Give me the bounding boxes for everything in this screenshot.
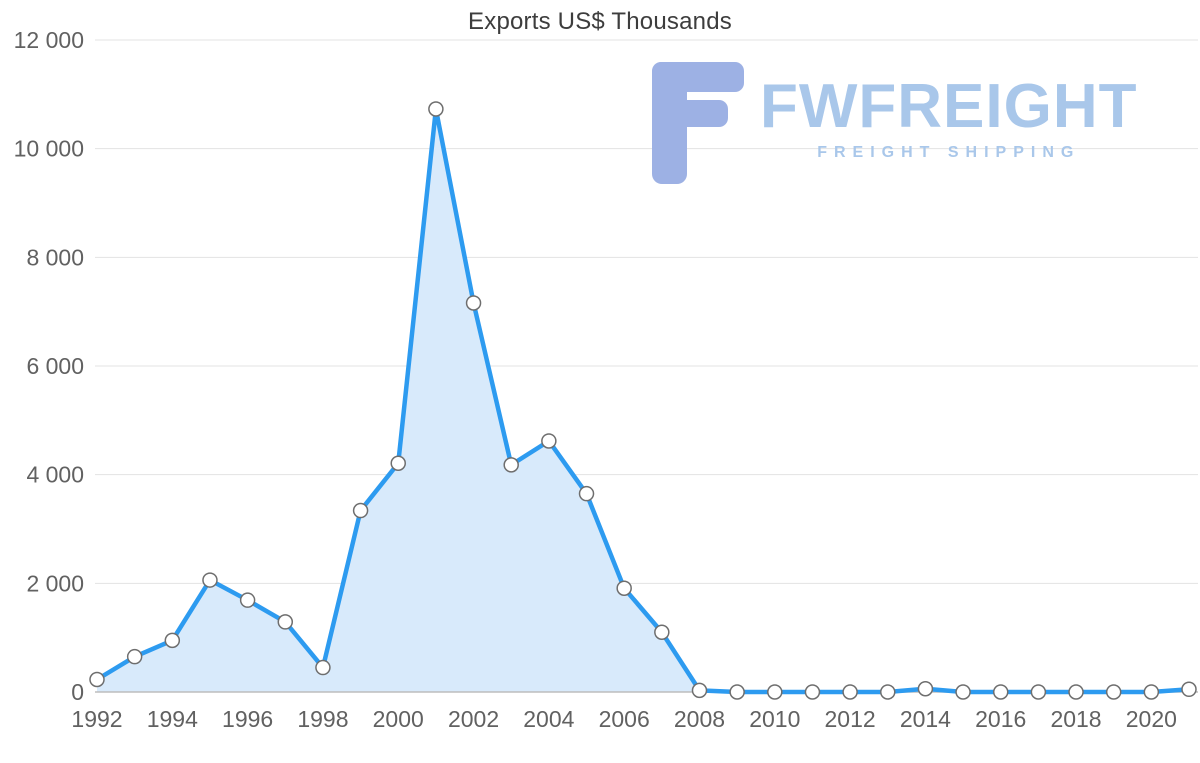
svg-text:2006: 2006 bbox=[599, 706, 650, 732]
svg-text:1996: 1996 bbox=[222, 706, 273, 732]
svg-text:12 000: 12 000 bbox=[14, 27, 84, 53]
svg-text:0: 0 bbox=[71, 679, 84, 705]
svg-text:2020: 2020 bbox=[1126, 706, 1177, 732]
svg-text:2014: 2014 bbox=[900, 706, 951, 732]
svg-text:2018: 2018 bbox=[1050, 706, 1101, 732]
svg-text:2016: 2016 bbox=[975, 706, 1026, 732]
svg-text:8 000: 8 000 bbox=[26, 244, 84, 270]
svg-text:1994: 1994 bbox=[147, 706, 198, 732]
svg-text:6 000: 6 000 bbox=[26, 353, 84, 379]
chart-title: Exports US$ Thousands bbox=[468, 8, 732, 35]
svg-text:2008: 2008 bbox=[674, 706, 725, 732]
svg-text:2000: 2000 bbox=[373, 706, 424, 732]
svg-text:10 000: 10 000 bbox=[14, 136, 84, 162]
svg-text:2002: 2002 bbox=[448, 706, 499, 732]
svg-text:1992: 1992 bbox=[71, 706, 122, 732]
svg-text:1998: 1998 bbox=[297, 706, 348, 732]
svg-text:2004: 2004 bbox=[523, 706, 574, 732]
svg-text:2 000: 2 000 bbox=[26, 570, 84, 596]
svg-text:2010: 2010 bbox=[749, 706, 800, 732]
svg-text:4 000: 4 000 bbox=[26, 462, 84, 488]
svg-text:2012: 2012 bbox=[825, 706, 876, 732]
